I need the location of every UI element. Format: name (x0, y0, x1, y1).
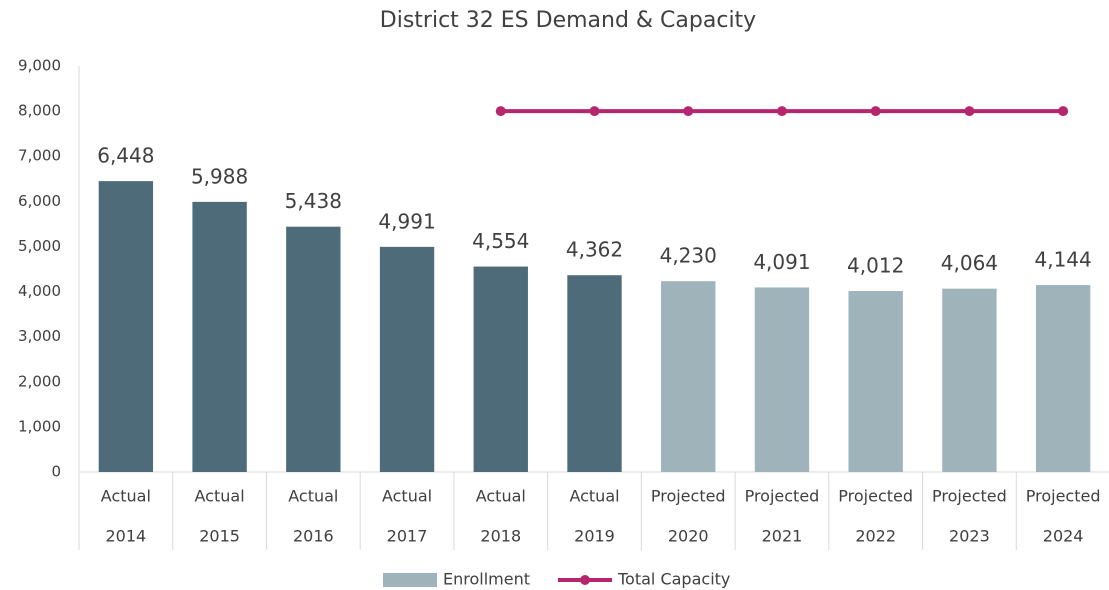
x-tick-label: 2023 (949, 527, 990, 546)
x-tick-label: Actual (382, 487, 432, 506)
x-tick-label: 2015 (199, 527, 240, 546)
data-label: 4,012 (847, 254, 904, 278)
y-tick-label: 8,000 (18, 102, 61, 120)
bar (192, 201, 247, 472)
y-tick-label: 9,000 (18, 57, 61, 75)
x-tick-label: 2014 (106, 527, 147, 546)
x-tick-label: 2021 (762, 527, 803, 546)
y-tick-label: 5,000 (18, 237, 61, 255)
bar (473, 266, 528, 472)
line-marker (683, 106, 694, 117)
bar (1035, 285, 1091, 472)
bar (98, 181, 154, 473)
line-marker (870, 106, 881, 117)
y-tick-label: 4,000 (18, 282, 61, 300)
legend-label: Total Capacity (617, 570, 730, 589)
x-tick-label: 2022 (855, 527, 896, 546)
bar (661, 281, 716, 472)
line-marker (776, 106, 787, 117)
data-label: 4,991 (378, 209, 435, 233)
x-tick-label: 2019 (574, 527, 615, 546)
line-marker (495, 106, 506, 117)
legend-label: Enrollment (443, 570, 530, 589)
data-label: 4,144 (1035, 248, 1092, 272)
bar (567, 275, 622, 472)
bar (286, 226, 341, 472)
y-tick-label: 3,000 (18, 327, 61, 345)
y-tick-label: 0 (51, 463, 61, 481)
data-label: 5,988 (191, 164, 248, 188)
x-tick-label: Actual (195, 487, 245, 506)
data-label: 4,064 (941, 251, 998, 275)
x-tick-label: Projected (1026, 487, 1101, 506)
x-tick-label: 2016 (293, 527, 334, 546)
data-label: 4,554 (472, 229, 529, 253)
line-marker (1058, 106, 1069, 117)
bar (848, 291, 903, 472)
x-tick-label: Projected (745, 487, 820, 506)
data-label: 4,091 (753, 250, 810, 274)
data-label: 4,230 (660, 244, 717, 268)
x-tick-label: 2017 (387, 527, 428, 546)
chart-title: District 32 ES Demand & Capacity (380, 8, 756, 33)
x-tick-label: Projected (838, 487, 913, 506)
bar (379, 246, 435, 472)
x-tick-label: 2018 (480, 527, 521, 546)
legend-swatch-marker (580, 575, 590, 585)
line-marker (964, 106, 975, 117)
y-tick-label: 2,000 (18, 372, 61, 390)
data-label: 5,438 (285, 189, 342, 213)
x-tick-label: Projected (651, 487, 726, 506)
y-tick-label: 6,000 (18, 192, 61, 210)
x-tick-label: 2024 (1043, 527, 1084, 546)
x-tick-label: Projected (932, 487, 1007, 506)
x-tick-label: Actual (101, 487, 151, 506)
legend-swatch (383, 573, 437, 587)
y-tick-label: 1,000 (18, 417, 61, 435)
line-marker (589, 106, 600, 117)
bar (942, 288, 997, 472)
x-tick-label: Actual (288, 487, 338, 506)
bar (754, 287, 810, 472)
y-tick-label: 7,000 (18, 147, 61, 165)
data-label: 6,448 (97, 144, 154, 168)
data-label: 4,362 (566, 238, 623, 262)
x-tick-label: 2020 (668, 527, 709, 546)
x-tick-label: Actual (569, 487, 619, 506)
x-tick-label: Actual (476, 487, 526, 506)
